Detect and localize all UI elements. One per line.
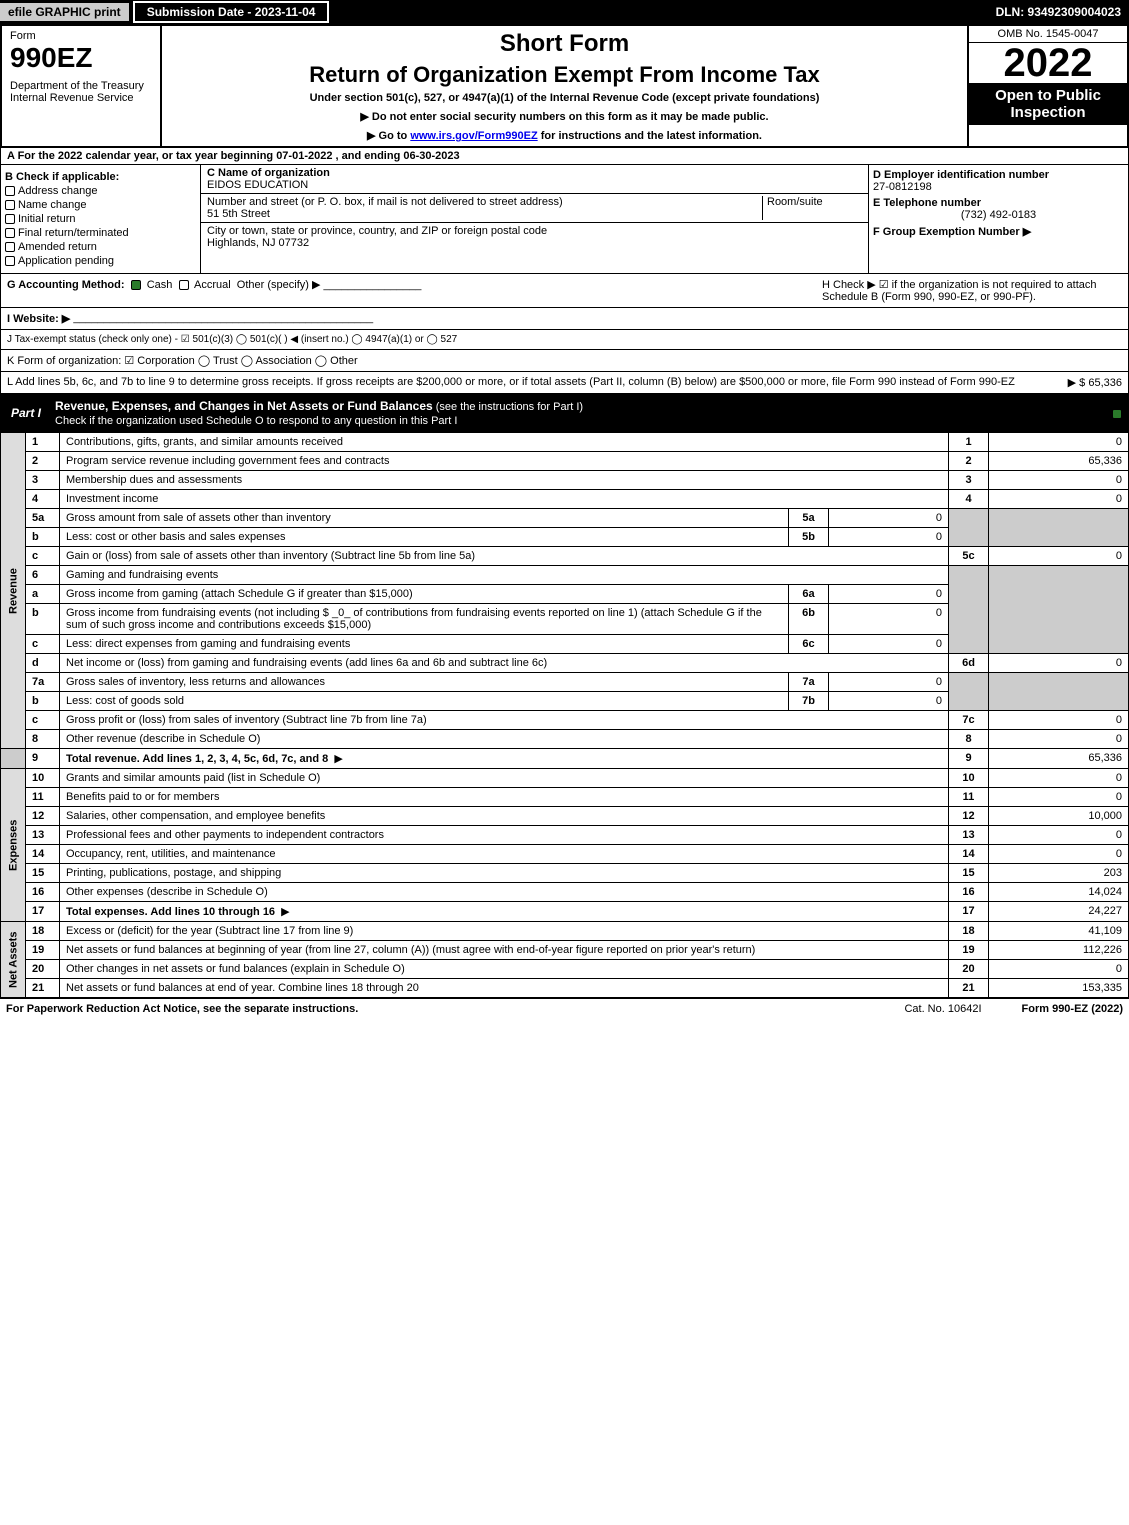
org-address: 51 5th Street [207,208,762,220]
under-section: Under section 501(c), 527, or 4947(a)(1)… [166,92,963,104]
chk-accrual[interactable] [179,280,189,290]
row-a-period: A For the 2022 calendar year, or tax yea… [0,148,1129,165]
i-row: I Website: ▶ ___________________________… [0,308,1129,330]
part1-label: Part I [1,402,51,424]
ein: 27-0812198 [873,181,1124,193]
form-header: Form 990EZ Department of the Treasury In… [0,24,1129,148]
department: Department of the Treasury Internal Reve… [10,80,152,104]
instr2-pre: ▶ Go to [367,130,410,142]
irs-link[interactable]: www.irs.gov/Form990EZ [410,130,537,142]
room-label: Room/suite [762,196,862,220]
g-row: G Accounting Method: Cash Accrual Other … [0,274,1129,308]
telephone: (732) 492-0183 [873,209,1124,221]
col-b-checkboxes: B Check if applicable: Address change Na… [1,165,201,273]
efile-label[interactable]: efile GRAPHIC print [0,3,129,21]
revenue-side-label: Revenue [1,433,26,749]
submission-date: Submission Date - 2023-11-04 [133,1,330,23]
b-label: B Check if applicable: [5,171,196,183]
city-label: City or town, state or province, country… [207,225,862,237]
header-mid: Short Form Return of Organization Exempt… [162,26,967,146]
footer-left: For Paperwork Reduction Act Notice, see … [6,1003,358,1015]
part1-title: Revenue, Expenses, and Changes in Net As… [51,395,1108,431]
org-city: Highlands, NJ 07732 [207,237,862,249]
lines-table: Revenue 1Contributions, gifts, grants, a… [0,432,1129,998]
chk-name-change[interactable] [5,200,15,210]
instr-link: ▶ Go to www.irs.gov/Form990EZ for instru… [166,129,963,142]
addr-label: Number and street (or P. O. box, if mail… [207,196,762,208]
header-left: Form 990EZ Department of the Treasury In… [2,26,162,146]
return-title: Return of Organization Exempt From Incom… [166,62,963,88]
chk-initial-return[interactable] [5,214,15,224]
dln: DLN: 93492309004023 [996,5,1129,19]
info-row: B Check if applicable: Address change Na… [0,165,1129,274]
open-public: Open to Public Inspection [969,83,1127,125]
header-right: OMB No. 1545-0047 2022 Open to Public In… [967,26,1127,146]
l-amount: ▶ $ 65,336 [1060,376,1122,389]
chk-address-change[interactable] [5,186,15,196]
chk-application-pending[interactable] [5,256,15,266]
group-exemption-label: F Group Exemption Number ▶ [873,225,1124,238]
expenses-side-label: Expenses [1,769,26,922]
l-row: L Add lines 5b, 6c, and 7b to line 9 to … [0,372,1129,394]
form-number: 990EZ [10,42,152,74]
instr-ssn: ▶ Do not enter social security numbers o… [166,110,963,123]
ein-label: D Employer identification number [873,169,1124,181]
chk-final-return[interactable] [5,228,15,238]
short-form-title: Short Form [166,30,963,58]
chk-amended-return[interactable] [5,242,15,252]
col-d-ids: D Employer identification number 27-0812… [868,165,1128,273]
chk-cash[interactable] [131,280,141,290]
instr2-post: for instructions and the latest informat… [538,130,762,142]
h-box: H Check ▶ ☑ if the organization is not r… [822,278,1122,303]
c-name-label: C Name of organization [207,167,862,179]
footer-form: Form 990-EZ (2022) [1022,1003,1123,1015]
j-row: J Tax-exempt status (check only one) - ☑… [0,330,1129,350]
part1-header: Part I Revenue, Expenses, and Changes in… [0,394,1129,432]
tax-year: 2022 [969,43,1127,83]
netassets-side-label: Net Assets [1,922,26,998]
g-label: G Accounting Method: [7,279,125,291]
tel-label: E Telephone number [873,197,1124,209]
k-row: K Form of organization: ☑ Corporation ◯ … [0,350,1129,372]
footer-cat: Cat. No. 10642I [904,1003,981,1015]
i-label: I Website: ▶ [7,312,70,325]
chk-schedule-o[interactable] [1112,409,1122,419]
form-label: Form [10,30,152,42]
org-name: EIDOS EDUCATION [207,179,862,191]
col-c-org: C Name of organization EIDOS EDUCATION N… [201,165,868,273]
top-bar: efile GRAPHIC print Submission Date - 20… [0,0,1129,24]
l-text: L Add lines 5b, 6c, and 7b to line 9 to … [7,376,1060,389]
footer: For Paperwork Reduction Act Notice, see … [0,998,1129,1019]
